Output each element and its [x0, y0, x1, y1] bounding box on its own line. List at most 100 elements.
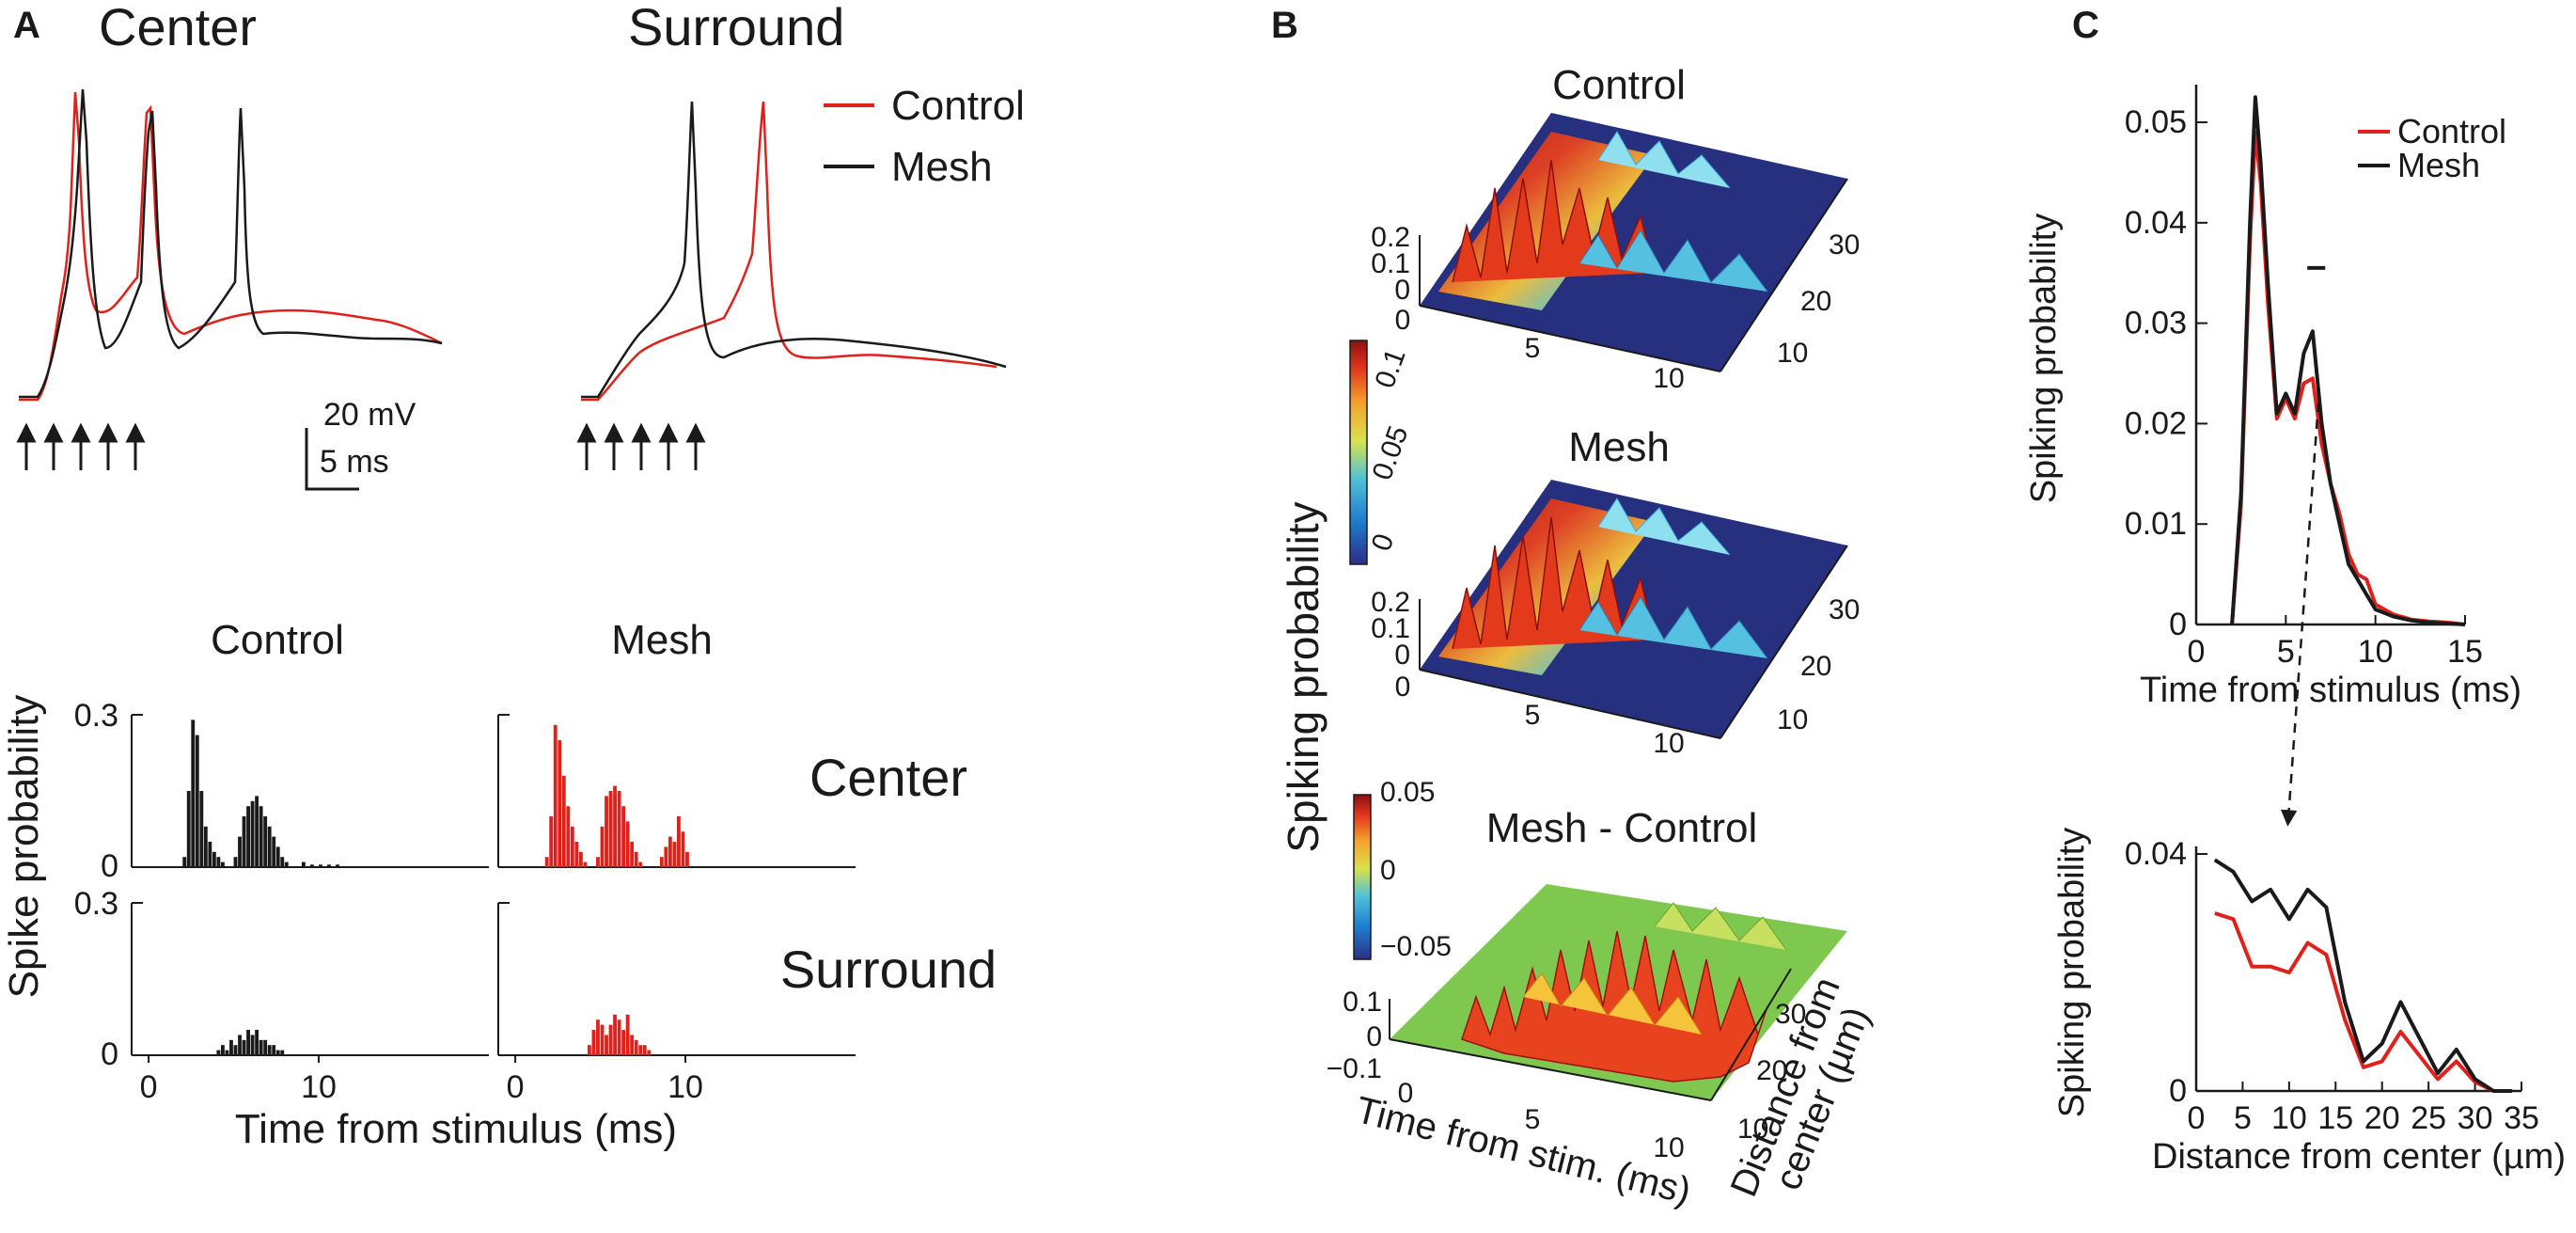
hist-bar: [621, 1030, 626, 1055]
hist-y-tick-top-label: 0.3: [74, 698, 118, 734]
x-tick-label: 5: [2277, 634, 2295, 670]
y-axis-title: Spiking probability: [2052, 828, 2092, 1117]
y-tick-label: 0.03: [2125, 306, 2187, 341]
time-tick-mesh-2: 10: [1653, 728, 1684, 759]
hist-bar: [319, 864, 322, 867]
hist-bar: [613, 785, 617, 867]
legend-control-label-c: Control: [2397, 112, 2506, 150]
legend-mesh-label-c: Mesh: [2397, 146, 2480, 184]
colorbar2-tick-0: 0.05: [1380, 777, 1435, 808]
stimulus-arrows-surround: [576, 422, 706, 470]
hist-bar: [310, 864, 314, 867]
hist-bar: [630, 842, 635, 867]
hist-bar: [255, 1030, 259, 1055]
hist-bar: [267, 1045, 272, 1055]
time-tick-control-1: 5: [1525, 333, 1541, 364]
surface-mesh: [1420, 480, 1847, 738]
hist-bar: [668, 836, 672, 867]
surface-diff: [1390, 884, 1847, 1100]
x-tick-label: 25: [2411, 1100, 2446, 1136]
hist-bar: [591, 1030, 596, 1055]
colorbar1-tick-0: 0.1: [1369, 345, 1411, 392]
hist-bar: [566, 806, 571, 867]
hist-bar: [195, 735, 199, 867]
hist-bar: [549, 816, 554, 867]
hist-bar: [327, 864, 331, 867]
hist-bar: [182, 857, 187, 867]
x-tick-label: 0: [2188, 1100, 2206, 1136]
hist-bar: [242, 1039, 246, 1055]
dist-tick-mesh-2: 30: [1829, 594, 1860, 625]
y-tick-label: 0.01: [2125, 506, 2187, 542]
hist-bar: [221, 862, 225, 867]
series-line-control: [2214, 911, 2513, 1093]
hist-y-tick-top-label: 0.3: [74, 886, 118, 922]
hist-bar: [186, 791, 191, 867]
colorbar2-tick-1: 0: [1380, 855, 1396, 886]
z-tick-mesh-2: 0: [1394, 640, 1410, 671]
series-line-mesh: [2230, 95, 2466, 626]
hist-col-title-mesh: Mesh: [611, 617, 713, 663]
hist-bar: [246, 806, 250, 867]
scale-bar-voltage: 20 mV: [323, 397, 416, 433]
dist-tick-control-2: 30: [1829, 229, 1860, 261]
x-axis-title: Distance from center (µm): [2152, 1137, 2566, 1177]
hist-y-tick-zero-label: 0: [101, 848, 118, 884]
hist-bar: [617, 791, 621, 867]
time-tick-diff-0: 0: [1398, 1078, 1414, 1109]
hist-bar: [608, 1024, 613, 1055]
hist-row-label-center: Center: [809, 748, 967, 807]
legend-control-label-a: Control: [891, 83, 1025, 129]
hist-bar: [216, 1050, 221, 1055]
z-tick-control-0: 0.2: [1371, 222, 1410, 253]
hist-bar: [558, 740, 562, 867]
hist-bar: [229, 1039, 233, 1055]
y-tick-label: 0.02: [2125, 405, 2187, 441]
hist-bar: [605, 796, 608, 867]
b-y-axis-title: Spiking probability: [1279, 501, 1327, 852]
surround-control-trace: [581, 101, 997, 402]
z-tick-diff-2: −0.1: [1327, 1053, 1382, 1084]
hist-bar: [275, 1050, 280, 1055]
time-tick-diff-1: 5: [1525, 1104, 1541, 1135]
hist-x-tick-label: 0: [140, 1069, 158, 1105]
hist-bar: [259, 806, 263, 867]
panel-letter-b: B: [1271, 5, 1298, 46]
scale-bar: [305, 428, 359, 491]
surface-control-axes: [1419, 178, 1848, 372]
x-tick-label: 15: [2447, 634, 2483, 670]
hist-bar: [246, 1030, 250, 1055]
hist-bar: [625, 1014, 630, 1055]
y-axis-title: Spiking probability: [2024, 213, 2064, 503]
series-line-control: [2230, 130, 2466, 626]
hist-bar: [233, 857, 238, 867]
hist-bar: [301, 862, 306, 867]
hist-bar: [272, 1045, 276, 1055]
center-trace-title: Center: [99, 0, 257, 56]
surround-trace-title: Surround: [628, 0, 844, 56]
scale-bar-time: 5 ms: [320, 444, 389, 480]
x-axis-title: Time from stimulus (ms): [2140, 671, 2521, 710]
dist-tick-mesh-0: 10: [1777, 704, 1808, 735]
z-tick-diff-0: 0.1: [1343, 987, 1382, 1018]
hist-bar: [238, 1035, 242, 1055]
hist-bar: [664, 846, 668, 867]
hist-bar: [613, 1014, 617, 1055]
hist-bar: [336, 864, 339, 867]
hist-bar: [608, 791, 613, 867]
hist-bar: [259, 1039, 263, 1055]
hist-bar: [638, 1045, 643, 1055]
z-tick-control-2: 0: [1394, 275, 1410, 306]
hist-bar: [225, 1050, 229, 1055]
hist-bar: [625, 821, 630, 867]
z-tick-control-1: 0.1: [1371, 248, 1410, 279]
hist-bar: [272, 836, 276, 867]
stimulus-arrows-center: [16, 422, 146, 470]
hist-bar: [280, 857, 285, 867]
hist-bar: [263, 816, 268, 867]
legend-mesh-label-a: Mesh: [891, 144, 993, 190]
surface-mesh-axes: [1419, 545, 1848, 739]
